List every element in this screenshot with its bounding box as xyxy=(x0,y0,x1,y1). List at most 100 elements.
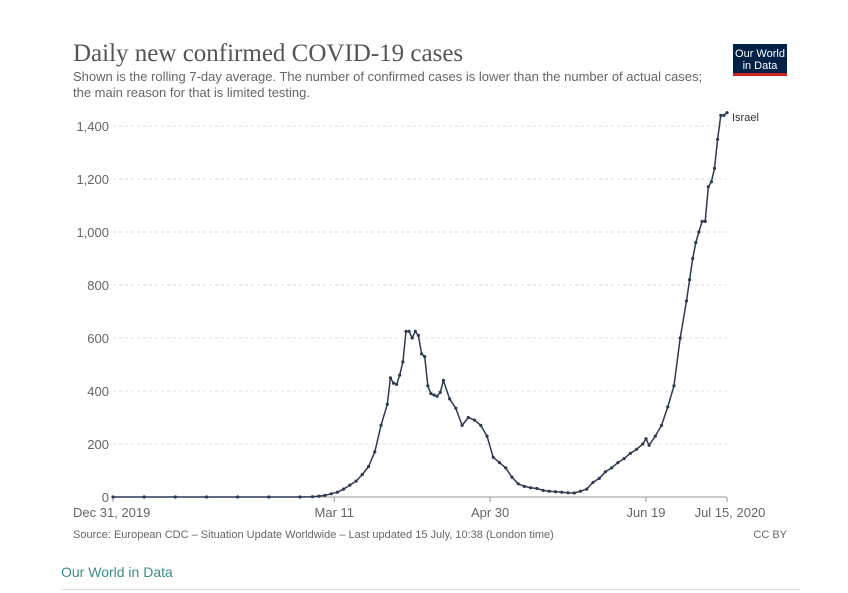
data-point xyxy=(585,487,589,491)
data-point xyxy=(684,299,689,303)
footer-divider xyxy=(61,589,800,590)
data-point xyxy=(142,495,146,499)
data-point xyxy=(367,464,371,469)
data-point xyxy=(379,423,383,427)
data-point xyxy=(541,488,545,492)
data-point xyxy=(298,495,302,499)
data-point xyxy=(173,495,177,499)
data-point xyxy=(323,493,327,497)
data-point xyxy=(413,329,417,333)
data-point xyxy=(441,378,445,382)
data-point xyxy=(610,466,614,470)
data-point xyxy=(111,495,115,499)
data-point xyxy=(466,415,470,420)
data-point xyxy=(603,470,608,474)
data-point xyxy=(416,333,420,337)
x-tick-label: Dec 31, 2019 xyxy=(73,505,150,520)
data-point xyxy=(454,406,458,410)
data-point xyxy=(373,450,377,454)
data-point xyxy=(391,381,396,385)
data-point xyxy=(491,455,495,459)
data-point xyxy=(697,230,701,234)
data-point xyxy=(725,111,729,115)
y-tick-label: 1,000 xyxy=(76,225,109,240)
y-tick-label: 800 xyxy=(87,278,109,293)
data-point xyxy=(709,180,714,184)
data-point xyxy=(641,442,645,446)
series-label: Israel xyxy=(732,112,759,124)
data-point xyxy=(547,489,551,493)
data-point xyxy=(385,402,389,406)
data-point xyxy=(267,495,271,499)
x-tick-label: Jun 19 xyxy=(626,505,665,520)
data-point xyxy=(310,495,315,499)
data-point xyxy=(706,185,710,189)
data-point xyxy=(659,423,664,427)
data-point xyxy=(504,466,508,470)
data-point xyxy=(401,360,405,364)
data-point xyxy=(472,418,477,422)
data-point xyxy=(497,461,502,465)
data-point xyxy=(485,434,489,438)
data-point xyxy=(666,405,670,409)
y-tick-label: 200 xyxy=(87,437,109,452)
logo-line-1: Our World xyxy=(735,48,785,60)
data-point xyxy=(448,397,452,401)
data-point xyxy=(672,384,676,388)
data-point xyxy=(719,113,723,117)
data-point xyxy=(329,492,333,496)
data-point xyxy=(653,434,657,438)
data-point xyxy=(360,472,364,477)
data-point xyxy=(647,443,651,447)
data-point xyxy=(398,373,402,377)
data-point xyxy=(622,457,626,461)
data-point xyxy=(348,483,352,487)
data-point xyxy=(522,484,527,488)
data-point xyxy=(407,329,411,333)
data-point xyxy=(712,166,717,170)
data-point xyxy=(438,390,442,394)
x-tick-label: Jul 15, 2020 xyxy=(695,505,766,520)
y-tick-label: 400 xyxy=(87,384,109,399)
data-point xyxy=(479,423,483,427)
x-tick-label: Mar 11 xyxy=(315,505,355,520)
data-point xyxy=(694,241,698,245)
logo-line-2: in Data xyxy=(742,60,778,72)
source-note: Source: European CDC – Situation Update … xyxy=(73,529,554,541)
data-point xyxy=(404,329,408,333)
data-point xyxy=(628,451,633,455)
y-tick-label: 600 xyxy=(87,331,109,346)
data-point xyxy=(703,219,707,223)
data-point xyxy=(691,256,695,261)
data-point xyxy=(644,437,648,441)
data-point xyxy=(688,278,692,282)
data-point xyxy=(410,336,414,340)
data-point xyxy=(204,495,209,499)
data-point xyxy=(700,219,704,223)
data-point xyxy=(429,392,433,396)
data-point xyxy=(516,482,520,486)
data-point xyxy=(335,490,339,494)
data-point xyxy=(529,486,533,490)
series-line xyxy=(113,112,728,498)
data-point xyxy=(616,461,620,465)
data-point xyxy=(395,382,399,386)
data-point xyxy=(432,393,436,397)
data-point xyxy=(420,352,424,356)
x-tick-label: Apr 30 xyxy=(471,505,509,520)
data-point xyxy=(572,491,576,495)
license-link[interactable]: CC BY xyxy=(753,529,787,541)
data-point xyxy=(510,475,514,479)
data-point xyxy=(435,394,439,398)
data-point xyxy=(342,487,346,491)
y-tick-label: 0 xyxy=(102,490,109,505)
data-point xyxy=(597,476,601,480)
y-tick-label: 1,200 xyxy=(76,172,109,187)
chart-subtitle: Shown is the rolling 7-day average. The … xyxy=(73,69,703,100)
data-point xyxy=(535,486,539,491)
data-point xyxy=(388,376,392,380)
data-point xyxy=(423,355,427,359)
owid-footer-link[interactable]: Our World in Data xyxy=(61,564,173,580)
owid-logo[interactable]: Our World in Data xyxy=(733,44,787,76)
chart-title: Daily new confirmed COVID-19 cases xyxy=(73,40,464,67)
